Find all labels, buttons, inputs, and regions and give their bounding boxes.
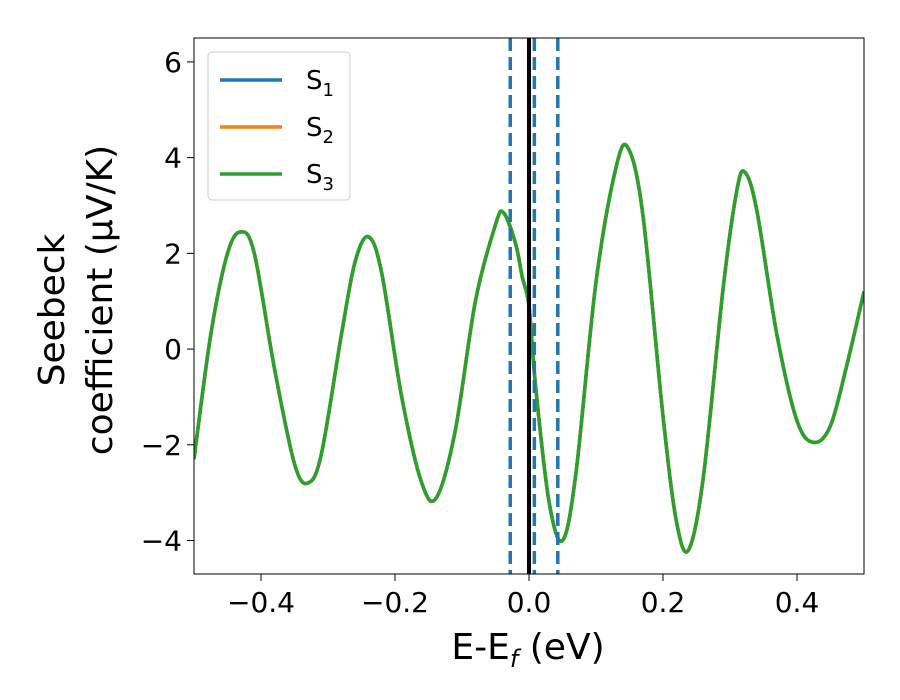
y-tick-label: 0 — [164, 333, 182, 366]
y-tick-label: 4 — [164, 142, 182, 175]
x-axis-label: E-Ef (eV) — [451, 627, 604, 673]
legend-label-s2: S2 — [306, 113, 334, 148]
legend-label-s3: S3 — [306, 160, 334, 195]
y-tick-label: −4 — [141, 525, 182, 558]
x-tick-label: 0.2 — [641, 586, 686, 619]
y-tick-label: −2 — [141, 429, 182, 462]
y-axis-label-line1: Seebeck — [32, 233, 73, 386]
legend-label-s1: S1 — [306, 66, 334, 101]
x-tick-label: −0.2 — [361, 586, 429, 619]
y-axis-label-line2: coefficient (μV/K) — [80, 145, 121, 455]
x-tick-label: −0.4 — [227, 586, 295, 619]
y-tick-label: 2 — [164, 237, 182, 270]
axis-ticks: −0.4 −0.2 0.0 0.2 0.4 −4 −2 0 2 4 6 — [141, 46, 820, 619]
x-tick-label: 0.0 — [507, 586, 552, 619]
x-tick-label: 0.4 — [775, 586, 820, 619]
plot-area — [193, 37, 865, 575]
y-tick-label: 6 — [164, 46, 182, 79]
legend: S1 S2 S3 — [207, 51, 351, 201]
